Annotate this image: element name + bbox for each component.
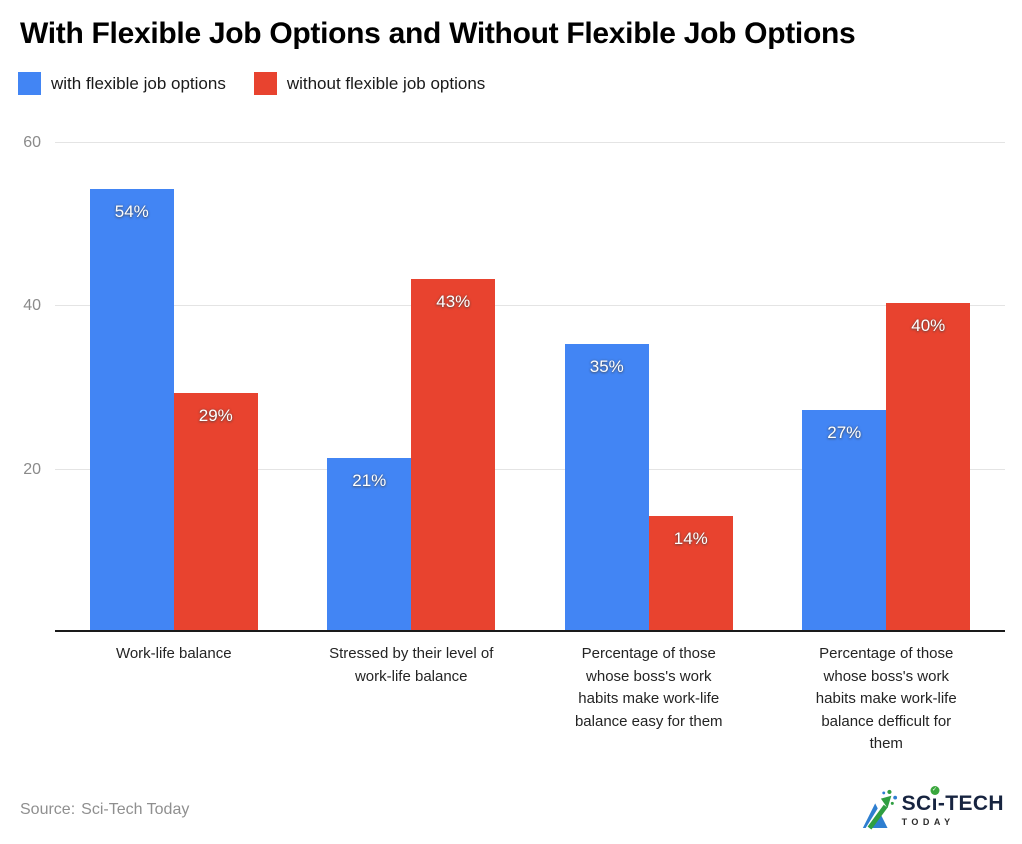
- bar: 54%: [89, 189, 174, 630]
- gridline-40: [55, 305, 1005, 306]
- x-axis-labels: Work-life balance Stressed by their leve…: [55, 643, 1005, 756]
- bar: 21%: [327, 458, 412, 630]
- x-axis-label: Percentage of those whose boss's work ha…: [574, 645, 723, 730]
- logo-wordmark: SC ı ✓ -TECH: [901, 786, 1004, 815]
- logo-text-suffix: -TECH: [937, 792, 1004, 815]
- bar: 35%: [564, 344, 649, 630]
- bar-value-label: 35%: [589, 357, 624, 376]
- bar-value-label: 40%: [911, 316, 946, 335]
- scitech-logo-icon: [862, 789, 897, 831]
- scitech-logo: SC ı ✓ -TECH TODAY: [860, 786, 1004, 832]
- legend-swatch-blue: [18, 72, 41, 95]
- x-axis-label: Stressed by their level of work-life bal…: [329, 645, 494, 685]
- plot-area: 60 40 20 54% 29% 21% 43%: [23, 125, 1005, 632]
- chart-title: With Flexible Job Options and Without Fl…: [20, 17, 856, 50]
- source-value: Sci-Tech Today: [81, 801, 190, 818]
- legend-item-with-flexible: with flexible job options: [18, 72, 226, 95]
- y-tick-label: 60: [23, 134, 41, 151]
- bar-value-label: 54%: [114, 202, 149, 221]
- gridline-20: [55, 469, 1005, 470]
- y-tick-label: 40: [23, 297, 41, 314]
- source-note: Source: Sci-Tech Today: [20, 801, 189, 819]
- bar-group-boss-easy: 35% 14%: [530, 125, 768, 630]
- y-tick-label: 20: [23, 461, 41, 478]
- bar: 40%: [886, 303, 971, 630]
- legend-label: without flexible job options: [286, 73, 486, 93]
- legend: with flexible job options without flexib…: [18, 72, 1022, 95]
- x-axis-label: Work-life balance: [115, 645, 232, 662]
- bar: 14%: [648, 516, 733, 630]
- bar-value-label: 29%: [198, 406, 233, 425]
- logo-letter-i: ı ✓: [930, 786, 940, 815]
- source-label: Source:: [20, 801, 76, 818]
- legend-swatch-red: [253, 72, 277, 95]
- bar-group-work-life-balance: 54% 29%: [55, 125, 293, 630]
- x-axis-label: Percentage of those whose boss's work ha…: [815, 645, 957, 752]
- bar-group-boss-difficult: 27% 40%: [768, 125, 1006, 630]
- bar: 27%: [802, 410, 887, 630]
- bar-value-label: 21%: [352, 471, 387, 490]
- logo-subtext: TODAY: [901, 817, 955, 827]
- bar: 29%: [173, 393, 258, 630]
- logo-text-prefix: SC: [901, 792, 932, 815]
- gridline-60: [55, 142, 1005, 143]
- bar-value-label: 27%: [827, 423, 862, 442]
- logo-text-block: SC ı ✓ -TECH TODAY: [901, 786, 1004, 827]
- bar-groups: 54% 29% 21% 43% 35%: [55, 125, 1005, 630]
- legend-item-without-flexible: without flexible job options: [253, 72, 486, 95]
- logo-check-icon: ✓: [930, 786, 940, 795]
- bar-group-stressed: 21% 43%: [293, 125, 531, 630]
- bar-value-label: 14%: [673, 529, 708, 548]
- legend-label: with flexible job options: [51, 73, 226, 93]
- bar: 43%: [411, 279, 496, 630]
- bar-chart: 60 40 20 54% 29% 21% 43%: [23, 125, 1005, 632]
- bar-value-label: 43%: [436, 292, 471, 311]
- footer: Source: Sci-Tech Today SC ı ✓ -TECH TODAY: [20, 786, 1004, 832]
